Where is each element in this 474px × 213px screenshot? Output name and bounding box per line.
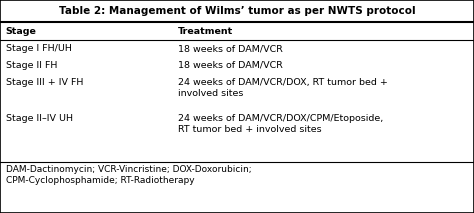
Text: DAM-Dactinomycin; VCR-Vincristine; DOX-Doxorubicin;
CPM-Cyclophosphamide; RT-Rad: DAM-Dactinomycin; VCR-Vincristine; DOX-D… xyxy=(6,165,251,186)
Text: 24 weeks of DAM/VCR/DOX, RT tumor bed +
involved sites: 24 weeks of DAM/VCR/DOX, RT tumor bed + … xyxy=(178,78,388,98)
Text: 18 weeks of DAM/VCR: 18 weeks of DAM/VCR xyxy=(178,44,283,53)
Text: Treatment: Treatment xyxy=(178,26,233,36)
Text: Stage II–IV UH: Stage II–IV UH xyxy=(6,114,73,123)
Text: Table 2: Management of Wilms’ tumor as per NWTS protocol: Table 2: Management of Wilms’ tumor as p… xyxy=(59,6,415,16)
Text: Stage II FH: Stage II FH xyxy=(6,61,57,70)
Text: 18 weeks of DAM/VCR: 18 weeks of DAM/VCR xyxy=(178,61,283,70)
Text: Stage III + IV FH: Stage III + IV FH xyxy=(6,78,83,87)
Text: 24 weeks of DAM/VCR/DOX/CPM/Etoposide,
RT tumor bed + involved sites: 24 weeks of DAM/VCR/DOX/CPM/Etoposide, R… xyxy=(178,114,383,134)
Text: Stage: Stage xyxy=(6,26,36,36)
Text: Stage I FH/UH: Stage I FH/UH xyxy=(6,44,72,53)
